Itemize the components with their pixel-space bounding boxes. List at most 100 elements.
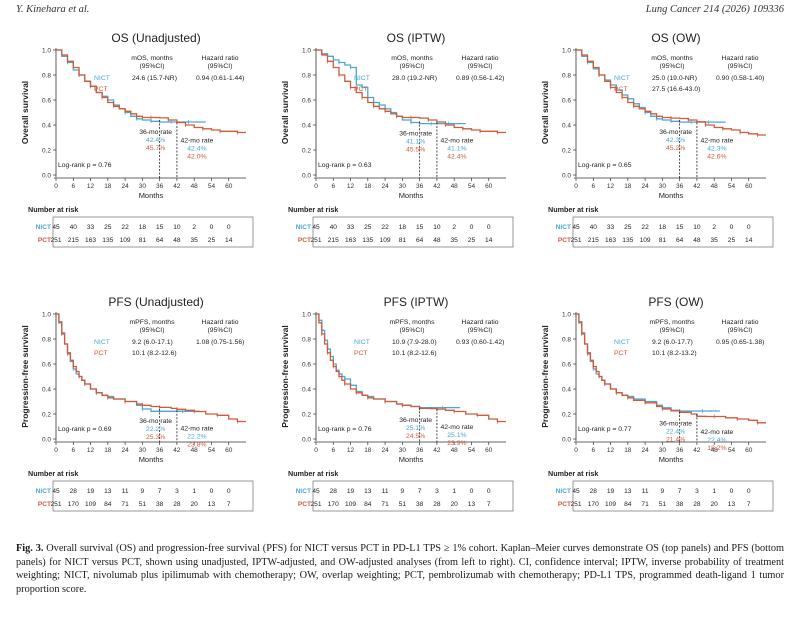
rate36-pct: 45.7% [146,145,165,152]
rate36-nict: 41.1% [406,138,425,145]
x-tick-label: 48 [451,447,459,454]
rate42-nict: 42.3% [707,146,726,153]
x-tick-label: 0 [314,447,318,454]
risk-nict-value: 13 [364,488,372,495]
risk-nict-value: 33 [87,224,95,231]
risk-table-title: Number at risk [548,205,598,214]
risk-pct-value: 251 [310,237,321,244]
legend-nict-label: NICT [94,75,110,82]
legend-hr-ci-header: (95%CI) [728,63,753,70]
rate36-label: 36-mo rate [659,129,692,136]
y-tick-label: 0.0 [562,437,571,444]
panel-title: OS (IPTW) [387,31,446,45]
x-axis-label: Months [659,191,684,200]
x-tick-label: 24 [121,183,129,190]
panel-title: PFS (OW) [648,295,703,309]
risk-pct-value: 48 [433,237,441,244]
y-tick-label: 0.0 [42,437,51,444]
risk-pct-value: 48 [693,237,701,244]
risk-pct-value: 64 [156,237,164,244]
risk-nict-value: 7 [418,488,422,495]
legend-median-ci-header: (95%CI) [400,327,425,334]
rate42-label: 42-mo rate [440,138,473,145]
risk-pct-value: 48 [173,237,181,244]
x-tick-label: 24 [641,447,649,454]
x-tick-label: 12 [347,183,355,190]
y-tick-label: 0.2 [42,148,51,155]
x-tick-label: 42 [173,183,181,190]
risk-nict-value: 18 [399,224,407,231]
y-tick-label: 1.0 [42,312,51,319]
risk-nict-value: 1 [192,488,196,495]
y-axis-label: Overall survival [280,81,290,144]
rate36-nict: 22.4% [666,429,685,436]
risk-nict-value: 2 [192,224,196,231]
risk-nict-value: 13 [104,488,112,495]
risk-pct-value: 170 [588,501,599,508]
x-tick-label: 36 [416,183,424,190]
x-tick-label: 48 [191,183,199,190]
y-tick-label: 0.8 [302,73,311,80]
risk-nict-value: 40 [70,224,78,231]
legend-hr-value: 0.90 (0.58-1.40) [716,75,764,82]
risk-nict-value: 19 [87,488,95,495]
risk-nict-value: 15 [676,224,684,231]
y-tick-label: 0.6 [302,98,311,105]
x-tick-label: 36 [676,447,684,454]
x-tick-label: 18 [364,447,372,454]
legend-median-header: mPFS, months [130,319,176,326]
x-tick-label: 54 [728,447,736,454]
legend-hr-value: 0.93 (0.60-1.42) [456,339,504,346]
km-panel-6: PFS (OW) Progression-free survival 0.0 0.2 0… [540,295,774,512]
risk-pct-value: 25 [468,237,476,244]
risk-pct-value: 64 [416,237,424,244]
rate36-label: 36-mo rate [399,417,432,424]
risk-pct-value: 109 [380,237,391,244]
risk-nict-value: 28 [590,488,598,495]
risk-nict-value: 22 [641,224,649,231]
risk-pct-value: 109 [120,237,131,244]
x-tick-label: 42 [433,183,441,190]
rate36-label: 36-mo rate [659,421,692,428]
x-tick-label: 54 [208,183,216,190]
x-tick-label: 42 [693,183,701,190]
risk-pct-value: 81 [659,237,667,244]
x-tick-label: 18 [104,447,112,454]
risk-nict-label: NICT [36,488,51,495]
rate36-nict: 42.4% [146,137,165,144]
risk-pct-value: 35 [451,237,459,244]
x-tick-label: 42 [433,447,441,454]
legend-hr-ci-header: (95%CI) [208,327,233,334]
x-tick-label: 36 [156,447,164,454]
risk-pct-value: 251 [50,237,61,244]
risk-pct-value: 14 [225,237,233,244]
x-tick-label: 6 [71,447,75,454]
panel-title: OS (OW) [651,31,700,45]
nict-curve [576,313,720,412]
y-axis-label: Progression-free survival [20,325,30,428]
legend-hr-ci-header: (95%CI) [468,63,493,70]
risk-nict-value: 7 [158,488,162,495]
risk-pct-value: 170 [328,501,339,508]
risk-pct-value: 251 [570,237,581,244]
x-tick-label: 6 [591,447,595,454]
x-tick-label: 0 [314,183,318,190]
y-tick-label: 1.0 [562,312,571,319]
risk-nict-value: 45 [312,488,320,495]
y-tick-label: 0.4 [302,123,311,130]
risk-nict-label: NICT [556,488,571,495]
risk-table-title: Number at risk [548,469,598,478]
legend-pct-label: PCT [614,350,628,357]
risk-pct-value: 35 [711,237,719,244]
legend-hr-header: Hazard ratio [721,55,758,62]
risk-pct-value: 20 [711,501,719,508]
legend-nict-label: NICT [94,339,110,346]
risk-nict-value: 13 [624,488,632,495]
x-tick-label: 6 [331,183,335,190]
risk-nict-value: 11 [122,488,129,495]
y-tick-label: 1.0 [42,48,51,55]
legend-nict-median: 10.9 (7.9-28.0) [392,339,437,346]
legend-hr-ci-header: (95%CI) [728,327,753,334]
risk-nict-value: 3 [435,488,439,495]
legend-pct-label: PCT [94,86,108,93]
